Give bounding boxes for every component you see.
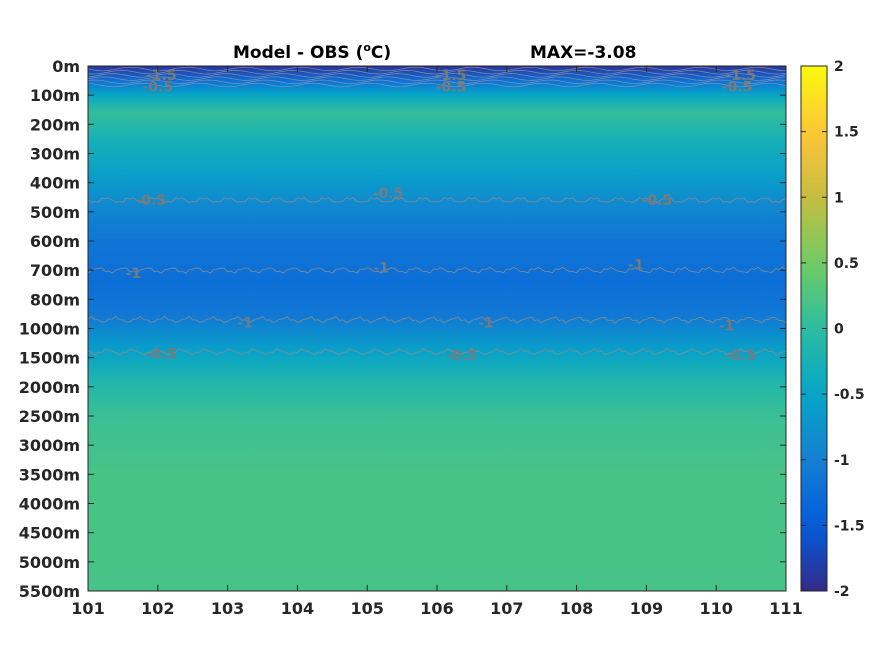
contour-line (87, 76, 787, 81)
x-tick-label: 110 (699, 599, 732, 618)
contour-label: -0.5 (142, 79, 173, 95)
colorbar-tick-label: -0.5 (834, 387, 865, 403)
colorbar-tick-label: 1.5 (834, 125, 859, 141)
contour-line (87, 73, 787, 78)
y-tick-label: 5500m (19, 582, 80, 601)
x-tick-label: 101 (71, 599, 104, 618)
y-tick-label: 0m (52, 57, 80, 76)
contour-line (87, 79, 787, 84)
contour-label: -1 (719, 319, 735, 335)
contour-label: -0.5 (725, 348, 756, 364)
y-tick-label: 400m (30, 174, 80, 193)
y-tick-label: 4000m (19, 495, 80, 514)
contour-label: -0.5 (722, 79, 753, 95)
contour-label: -1 (373, 260, 389, 276)
colorbar: 2 1.5 1 0.5 0 -0.5 -1 -1.5 -2 (800, 59, 865, 600)
contour-label: -1 (478, 316, 494, 332)
contour-label: -1.5 (436, 68, 467, 84)
y-tick-label: 2500m (19, 407, 80, 426)
chart-title-left: Model - OBS (oC) (233, 41, 391, 63)
y-tick-label: 800m (30, 290, 80, 309)
contour-line (87, 347, 787, 356)
contour-label: -1.5 (146, 68, 177, 84)
colorbar-tick-label: -1 (834, 453, 850, 469)
x-tick-label: 105 (350, 599, 383, 618)
heatmap-plot-area: -1.5-0.5-1.5-0.5-1.5-0.5-0.5 -0.5 -0.5-1 -1… (19, 57, 803, 618)
y-tick-label: 600m (30, 232, 80, 251)
colorbar-tick-label: 2 (834, 59, 844, 75)
colorbar-tick-label: -1.5 (834, 518, 865, 534)
heatmap-field (88, 66, 786, 591)
contour-label: -0.5 (146, 346, 177, 362)
x-tick-label: 108 (560, 599, 593, 618)
contour-line (87, 82, 787, 88)
colorbar-tick-label: 1 (834, 190, 844, 206)
colorbar-tick-label: 0.5 (834, 256, 859, 272)
x-tick-label: 109 (630, 599, 663, 618)
y-tick-label: 3500m (19, 465, 80, 484)
contour-label: -1.5 (725, 68, 756, 84)
colorbar-tick-label: -2 (834, 584, 850, 600)
contour-line (87, 266, 787, 274)
y-tick-label: 4500m (19, 524, 80, 543)
x-tick-label: 104 (281, 599, 314, 618)
contour-label: -1 (126, 266, 142, 282)
contour-label: -0.5 (136, 193, 167, 209)
contour-line (87, 197, 787, 203)
y-tick-label: 100m (30, 86, 80, 105)
y-tick-label: 1000m (19, 320, 80, 339)
y-tick-label: 1500m (19, 349, 80, 368)
chart-title-max: MAX=-3.08 (530, 43, 636, 63)
contour-label: -0.5 (446, 348, 477, 364)
x-tick-label: 103 (211, 599, 244, 618)
x-tick-label: 102 (141, 599, 174, 618)
y-tick-label: 300m (30, 145, 80, 164)
contour-line (87, 315, 787, 324)
y-tick-label: 700m (30, 261, 80, 280)
y-tick-label: 200m (30, 115, 80, 134)
y-tick-label: 3000m (19, 436, 80, 455)
contour-label: -0.5 (436, 79, 467, 95)
contour-label: -1 (628, 257, 644, 273)
contour-label: -1 (237, 316, 253, 332)
contour-line (87, 70, 787, 75)
y-tick-label: 5000m (19, 553, 80, 572)
x-tick-label: 106 (420, 599, 453, 618)
colorbar-tick-label: 0 (834, 322, 844, 338)
x-tick-label: 111 (769, 599, 802, 618)
x-tick-label: 107 (490, 599, 523, 618)
y-tick-label: 500m (30, 203, 80, 222)
contour-label: -0.5 (373, 186, 404, 202)
y-tick-label: 2000m (19, 378, 80, 397)
contour-label: -0.5 (642, 193, 673, 209)
